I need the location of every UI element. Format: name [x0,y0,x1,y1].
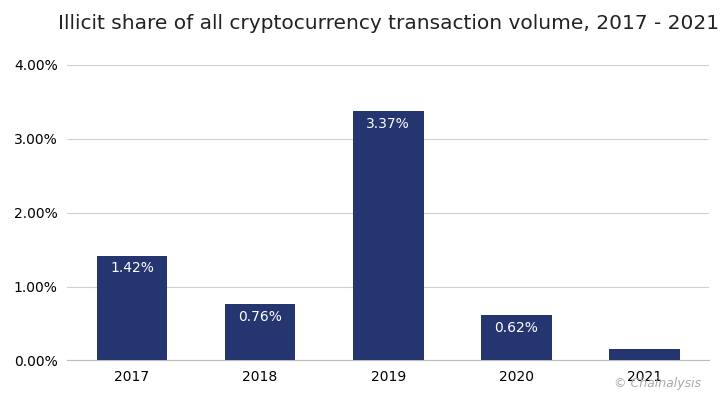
Bar [97,256,167,360]
Text: 0.62%: 0.62% [495,320,539,334]
Title: Illicit share of all cryptocurrency transaction volume, 2017 - 2021: Illicit share of all cryptocurrency tran… [58,14,719,33]
Text: 0.15%: 0.15% [623,332,667,345]
Bar [353,111,424,360]
Text: 0.76%: 0.76% [238,310,282,324]
Text: 3.37%: 3.37% [367,117,410,131]
Bar [225,304,296,360]
Bar [482,314,552,360]
Text: © Chainalysis: © Chainalysis [614,377,701,390]
Bar [609,349,680,360]
Text: 1.42%: 1.42% [110,261,154,275]
